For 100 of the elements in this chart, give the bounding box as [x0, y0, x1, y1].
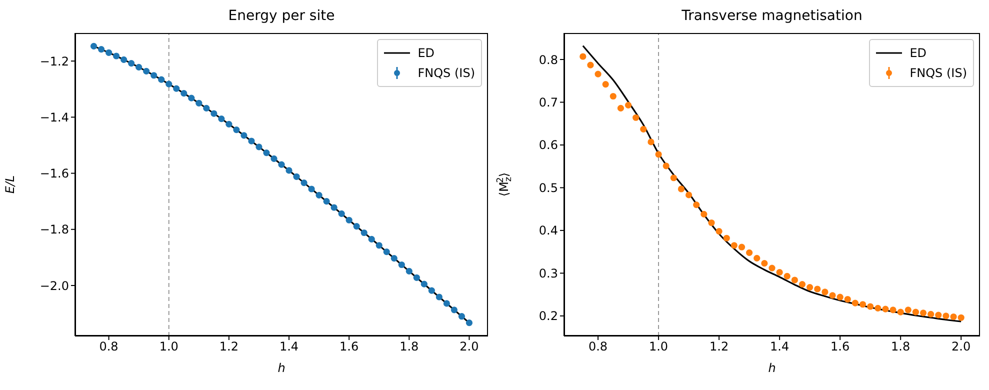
point [928, 310, 934, 318]
y-tick-label: −1.4 [40, 110, 69, 124]
point [248, 138, 255, 144]
point [716, 228, 722, 235]
legend-label: ED [910, 46, 927, 60]
point [256, 144, 262, 150]
point [466, 320, 473, 326]
point [640, 126, 647, 132]
point [897, 308, 904, 316]
point [143, 68, 150, 74]
point [610, 92, 616, 100]
point [428, 287, 435, 294]
point [398, 261, 405, 268]
point [594, 70, 602, 78]
x-tick-label: 1.2 [710, 340, 729, 354]
point [678, 186, 685, 192]
y-tick-label: 0.7 [538, 95, 558, 110]
point [90, 42, 98, 50]
point [323, 198, 330, 205]
point [738, 244, 746, 250]
point [113, 52, 120, 60]
point [436, 294, 442, 300]
point [890, 306, 896, 314]
chart-title: Energy per site [227, 8, 336, 24]
point [761, 260, 768, 267]
x-axis-title: h [278, 361, 286, 375]
point [406, 268, 412, 274]
point [173, 85, 180, 92]
point [390, 254, 398, 262]
point [662, 162, 670, 170]
point [798, 280, 806, 288]
x-tick-label: 2.0 [460, 340, 479, 354]
x-tick-label: 1.4 [279, 340, 299, 354]
y-tick-label: 0.8 [538, 52, 558, 67]
point [360, 229, 368, 236]
point [602, 80, 609, 88]
point [648, 138, 654, 146]
point [776, 269, 783, 276]
y-tick-label: 0.3 [538, 266, 558, 280]
point [708, 219, 715, 226]
point [105, 49, 112, 56]
point [670, 174, 677, 182]
y-axis-title: E/L [3, 175, 17, 194]
point [935, 312, 942, 318]
point [580, 53, 586, 60]
point [330, 204, 338, 211]
point [443, 300, 450, 307]
point [958, 314, 964, 321]
point [368, 236, 375, 243]
point [308, 186, 315, 192]
y-tick-label: −1.6 [40, 166, 69, 181]
point [316, 192, 322, 198]
point [420, 280, 428, 288]
point [338, 210, 345, 217]
point [806, 284, 814, 291]
point [624, 102, 632, 109]
point [383, 248, 390, 256]
point [203, 104, 210, 112]
point [210, 110, 218, 117]
point [836, 294, 844, 300]
point [128, 60, 135, 67]
x-tick-label: 1.6 [340, 340, 359, 354]
point [912, 308, 920, 316]
point [196, 100, 202, 106]
point [829, 292, 836, 299]
y-tick-label: −1.2 [40, 54, 69, 68]
point [730, 242, 738, 249]
point [218, 116, 225, 122]
point [286, 167, 292, 174]
chart-title: Transverse magnetisation [680, 8, 864, 24]
point [263, 149, 270, 156]
point [693, 202, 700, 208]
point [768, 264, 776, 272]
point [904, 306, 912, 314]
point [867, 303, 874, 310]
point [158, 76, 165, 83]
x-tick-label: 0.8 [588, 340, 608, 354]
point [852, 300, 858, 306]
legend-label: ED [418, 46, 435, 60]
point [746, 249, 753, 256]
point [233, 126, 240, 134]
x-tick-label: 1.4 [770, 340, 790, 354]
point [686, 192, 692, 198]
point [920, 310, 927, 316]
point [226, 120, 232, 128]
point [120, 56, 128, 63]
point [136, 64, 142, 71]
point [98, 46, 105, 53]
point [458, 313, 466, 320]
point [353, 223, 360, 230]
x-tick-label: 1.8 [891, 340, 910, 354]
y-tick-label: −2.0 [40, 278, 69, 293]
point [723, 234, 730, 242]
point [240, 132, 248, 139]
point [882, 306, 889, 312]
point [346, 216, 352, 224]
x-tick-label: 1.0 [159, 340, 178, 354]
point [942, 312, 950, 320]
point [150, 72, 158, 79]
x-tick-label: 1.2 [219, 340, 238, 354]
